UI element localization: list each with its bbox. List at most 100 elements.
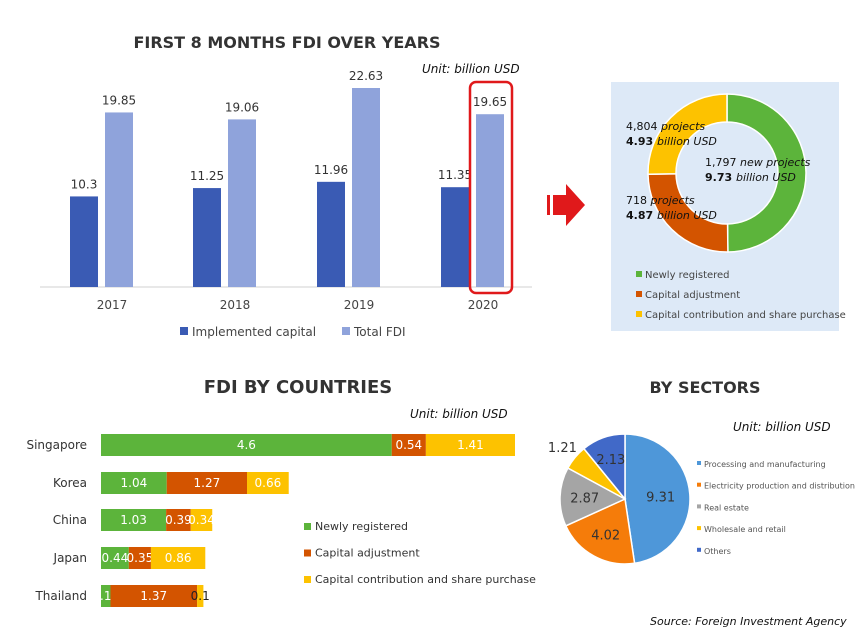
segment-value-label: 0.44 [102,551,129,565]
x-tick-label: 2018 [220,298,251,312]
projects-count: 718 [626,194,651,207]
x-tick-label: 2020 [468,298,499,312]
legend-swatch [697,504,701,509]
bar-value-label: 11.96 [314,163,348,177]
x-tick-label: 2017 [97,298,128,312]
legend-swatch [304,549,311,557]
segment-value-label: 0.35 [127,551,154,565]
legend-label: Real estate [704,503,749,512]
donut-projects-label: 718 projects [626,194,695,207]
stacked-bar-segment [166,472,248,494]
source-note: Source: Foreign Investment Agency [650,615,847,628]
pie-slice [559,467,627,527]
legend-swatch [636,271,642,277]
legend-label: Others [704,547,731,556]
stacked-bar-segment [247,472,289,494]
segment-value-label: 1.04 [121,476,148,490]
donut-projects-label: 4,804 projects [626,120,705,133]
legend-label: Capital contribution and share purchase [645,310,846,321]
legend-swatch [697,461,701,465]
segment-value-label: 4.6 [237,438,256,452]
segment-value-label: 0.86 [165,551,192,565]
stacked-bar-segment [391,434,426,456]
donut-value-label: 4.87 billion USD [626,209,717,222]
pie-value-label: 2.87 [570,492,599,507]
bar-value-label: 19.06 [225,100,259,114]
legend-label: Capital contribution and share purchase [315,573,536,586]
donut-panel [611,82,839,331]
donut-slice [726,93,807,253]
value-text: 4.87 [626,209,657,222]
category-label: Korea [53,476,87,490]
segment-value-label: 0.54 [395,438,422,452]
pie-slice [564,497,636,565]
bar-2018-implemented [193,188,221,287]
bar-value-label: 10.3 [71,177,98,191]
countries-chart-unit: Unit: billion USD [410,407,508,421]
stacked-bar-segment [101,585,111,607]
donut-projects-label: 1,797 new projects [705,156,811,169]
segment-value-label: 0.66 [255,476,282,490]
category-label: Singapore [26,438,87,452]
highlight-box-2020 [468,80,514,295]
pie-value-label: 2.13 [596,453,625,468]
segment-value-label: 0.1 [191,589,210,603]
bar-value-label: 19.85 [102,93,136,107]
stacked-bar-segment [110,585,198,607]
bar-value-label: 11.35 [438,168,472,182]
legend-label: Newly registered [315,520,408,533]
bar-value-label: 22.63 [349,69,383,83]
projects-text: projects [660,120,705,133]
bar-2018-total-fdi [228,119,256,287]
donut-value-label: 4.93 billion USD [626,135,717,148]
bar-2017-implemented [70,196,98,287]
stacked-bar-segment [197,585,204,607]
legend-swatch [697,547,701,552]
segment-value-label: 1.41 [457,438,484,452]
unit-text: billion USD [657,135,717,148]
stacked-bar-segment [190,509,213,531]
donut-slice [647,93,728,175]
legend-label: Capital adjustment [645,290,740,301]
stacked-bar-segment [101,472,167,494]
legend-label: Electricity production and distribution [704,482,855,491]
x-tick-label: 2019 [344,298,375,312]
segment-value-label: 1.37 [140,589,167,603]
segment-value-label: 0.39 [165,513,192,527]
legend-label: Capital adjustment [315,547,420,560]
category-label: China [53,513,87,527]
bar-value-label: 11.25 [190,169,224,183]
legend-swatch [342,327,350,335]
sectors-chart-unit: Unit: billion USD [733,420,831,434]
bar-2019-total-fdi [352,88,380,287]
pie-slice [582,433,626,502]
bar-chart-title: FIRST 8 MONTHS FDI OVER YEARS [133,33,440,52]
legend-swatch [180,327,188,335]
legend-label: Newly registered [645,270,730,281]
legend-swatch [697,526,701,531]
unit-text: billion USD [736,171,796,184]
projects-count: 1,797 [705,156,740,169]
category-label: Thailand [34,589,87,603]
stacked-bar-segment [101,547,129,569]
unit-text: billion USD [657,209,717,222]
value-text: 9.73 [705,171,736,184]
sectors-chart-title: BY SECTORS [649,378,760,397]
donut-value-label: 9.73 billion USD [705,171,796,184]
countries-chart-title: FDI BY COUNTRIES [204,377,393,398]
stacked-bar-segment [101,434,392,456]
legend-swatch [636,311,642,317]
value-text: 4.93 [626,135,657,148]
bar-2017-total-fdi [105,112,133,287]
bar-value-label: 19.65 [473,95,507,109]
stacked-bar-segment [101,509,167,531]
legend-swatch [697,482,701,487]
segment-value-label: 0.34 [188,513,215,527]
red-arrow-icon [547,184,585,226]
bar-2020-total-fdi [476,114,504,287]
segment-value-label: 1.03 [120,513,147,527]
stacked-bar-segment [128,547,151,569]
legend-label: Implemented capital [192,325,316,339]
legend-swatch [304,576,311,583]
